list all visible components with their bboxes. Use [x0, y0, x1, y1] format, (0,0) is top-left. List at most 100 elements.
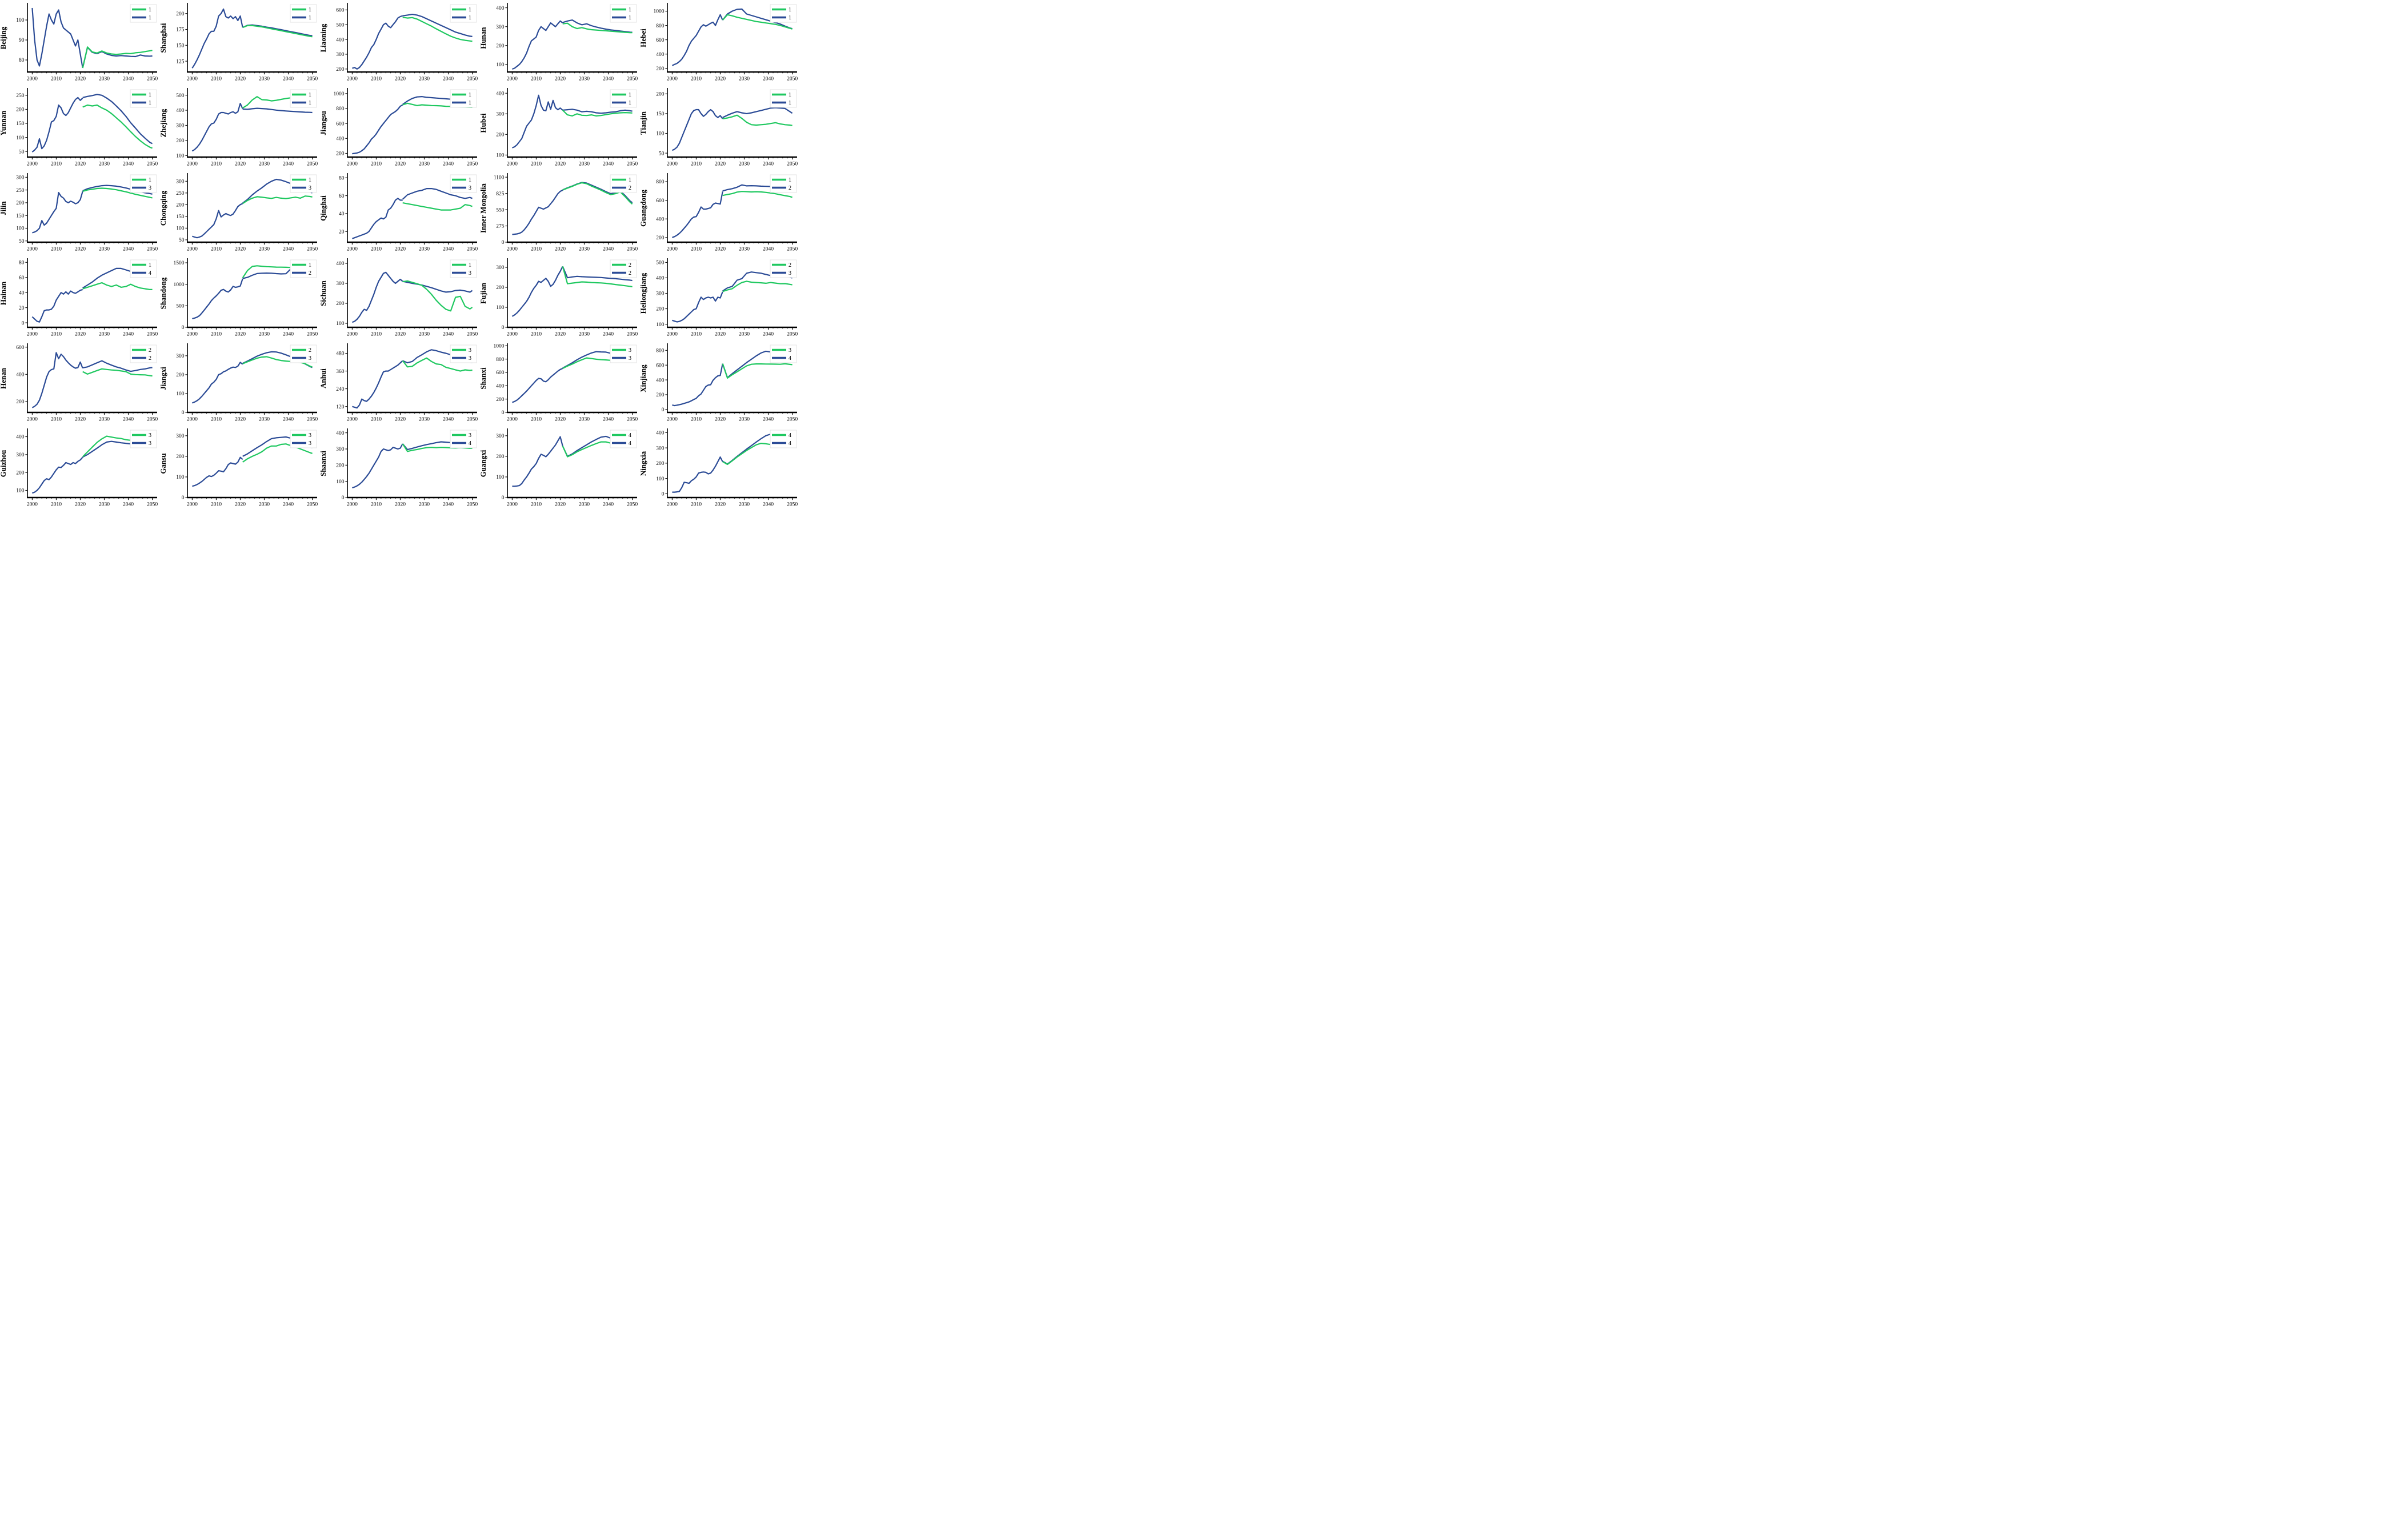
x-tick-label: 2010: [371, 162, 382, 167]
y-tick-label: 200: [656, 66, 665, 72]
x-tick-label: 2020: [235, 162, 246, 167]
x-tick-label: 2020: [555, 162, 566, 167]
legend-label: 1: [469, 7, 471, 13]
scenario-blue-line: [82, 94, 153, 145]
y-axis-title: Ningxia: [640, 451, 647, 476]
legend-label: 3: [469, 185, 471, 191]
x-tick-label: 2040: [283, 417, 294, 423]
x-tick-label: 2010: [531, 162, 542, 167]
x-tick-label: 2040: [603, 502, 614, 508]
legend-box: [770, 344, 797, 363]
legend-box: [130, 344, 157, 363]
history-line: [352, 104, 403, 155]
x-tick-label: 2010: [371, 77, 382, 82]
history-line: [192, 203, 243, 239]
x-tick-label: 2000: [507, 77, 518, 82]
x-tick-label: 2050: [307, 417, 318, 423]
legend-box: [130, 89, 157, 108]
legend-label: 1: [149, 92, 151, 98]
x-tick-label: 2000: [667, 162, 678, 167]
y-tick-label: 40: [19, 290, 25, 296]
legend-label: 3: [789, 347, 791, 354]
y-axis-title: Jiangxi: [160, 367, 167, 390]
legend-box: [610, 89, 637, 108]
x-tick-label: 2010: [691, 332, 702, 338]
x-tick-label: 2050: [787, 77, 798, 82]
scenario-blue-line: [562, 19, 633, 33]
y-tick-label: 300: [496, 25, 505, 30]
history-line: [352, 360, 403, 409]
scenario-green-line: [722, 114, 793, 126]
chart-fujian: 2000 2010 2020 2030 2040 2050 0 100 200 300 Fujian…: [480, 255, 640, 340]
x-tick-label: 2030: [739, 77, 750, 82]
x-tick-label: 2040: [443, 417, 454, 423]
legend-box: [610, 344, 637, 363]
scenario-green-line: [242, 195, 313, 204]
legend-label: 3: [149, 432, 151, 439]
y-tick-label: 300: [656, 291, 665, 297]
legend-label: 3: [629, 355, 631, 362]
x-tick-label: 2050: [627, 247, 638, 252]
x-tick-label: 2020: [235, 77, 246, 82]
legend-label: 4: [469, 440, 471, 447]
y-tick-label: 100: [496, 475, 505, 480]
x-tick-label: 2010: [691, 502, 702, 508]
x-tick-label: 2000: [507, 247, 518, 252]
scenario-green-line: [242, 356, 313, 368]
history-line: [32, 456, 83, 494]
legend-label: 1: [629, 177, 631, 183]
x-tick-label: 2020: [715, 502, 726, 508]
history-line: [31, 352, 83, 408]
scenario-green-line: [242, 443, 313, 463]
x-tick-label: 2050: [307, 502, 318, 508]
y-tick-label: 300: [496, 265, 505, 271]
y-tick-label: 100: [176, 391, 185, 397]
x-tick-label: 2020: [75, 332, 86, 338]
y-tick-label: 0: [182, 410, 185, 416]
legend-label: 3: [469, 355, 471, 362]
y-tick-label: 800: [656, 23, 665, 29]
x-tick-label: 2000: [187, 77, 198, 82]
x-tick-label: 2040: [443, 502, 454, 508]
y-tick-label: 200: [336, 151, 345, 157]
subplot-svg: 2000 2010 2020 2030 2040 2050 50 100 150 200 250 Yu…: [0, 88, 158, 167]
x-tick-label: 2040: [283, 332, 294, 338]
y-axis-title: Guangxi: [480, 450, 487, 477]
x-tick-label: 2030: [579, 332, 590, 338]
scenario-blue-line: [402, 14, 473, 37]
history-line: [671, 109, 723, 151]
history-line: [31, 288, 83, 323]
scenario-green-line: [722, 14, 793, 30]
y-tick-label: 300: [16, 175, 25, 181]
y-tick-label: 300: [656, 446, 665, 451]
y-tick-label: 600: [656, 363, 665, 368]
history-line: [351, 271, 403, 323]
x-tick-label: 2050: [467, 77, 478, 82]
y-tick-label: 20: [339, 229, 345, 235]
y-tick-label: 400: [656, 276, 665, 282]
legend-box: [610, 174, 637, 193]
x-tick-label: 2030: [99, 417, 110, 423]
scenario-green-line: [402, 17, 473, 42]
y-tick-label: 100: [656, 322, 665, 328]
subplot-svg: 2000 2010 2020 2030 2040 2050 0 100 200 300 Gansu 3…: [160, 428, 318, 508]
y-axis-title: Heilongjiang: [640, 272, 647, 314]
legend-box: [130, 430, 157, 448]
scenario-blue-line: [562, 109, 633, 114]
subplot-svg: 2000 2010 2020 2030 2040 2050 200 400 600 800 Guan…: [640, 173, 798, 252]
legend-box: [290, 259, 317, 278]
y-tick-label: 90: [19, 38, 25, 43]
legend-label: 2: [149, 347, 151, 354]
legend-label: 4: [149, 270, 151, 276]
scenario-green-line: [402, 202, 473, 211]
x-tick-label: 2000: [187, 162, 198, 167]
history-line: [191, 102, 243, 152]
x-tick-label: 2050: [467, 417, 478, 423]
x-tick-label: 2010: [51, 502, 62, 508]
subplot-svg: 2000 2010 2020 2030 2040 2050 50 100 150 200 250 30…: [0, 173, 158, 252]
x-tick-label: 2030: [579, 417, 590, 423]
y-tick-label: 200: [656, 307, 665, 312]
legend-label: 1: [469, 262, 471, 268]
chart-shaanxi: 2000 2010 2020 2030 2040 2050 0 100 200 300 400 Sha…: [320, 426, 480, 511]
scenario-green-line: [82, 187, 153, 199]
